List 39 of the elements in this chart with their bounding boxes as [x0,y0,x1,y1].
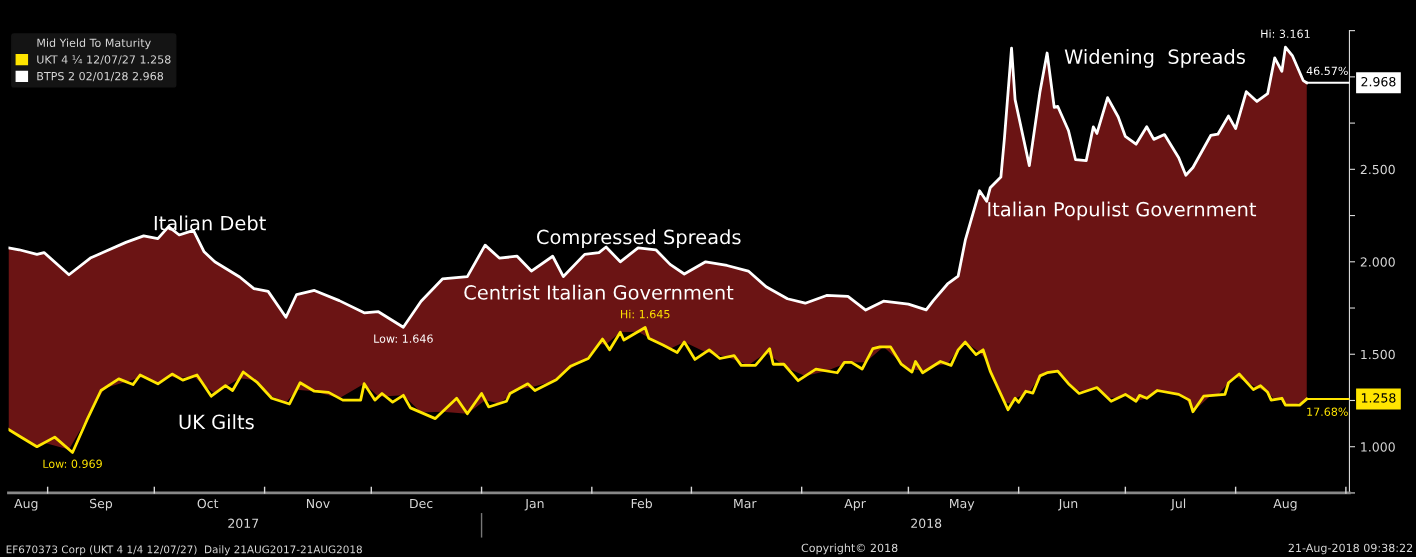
annotation: Italian Debt [154,215,266,231]
x-tick-label: Oct [197,498,219,509]
data-label: 1.258 [1361,393,1396,403]
legend-label: BTPS 2 02/01/28 2.968 [37,71,164,82]
text: 21-Aug-2018 09:38:22 [1288,543,1413,555]
annotation: Compressed Spreads [537,229,741,249]
x-tick-label: Nov [306,498,330,509]
annotation: Low: 0.969 [43,459,102,468]
legend-label: UKT 4 ¼ 12/07/27 1.258 [37,55,171,65]
x2-tick-label: 2017 [228,518,259,529]
annotation: Hi: 1.645 [621,309,670,319]
annotation: Low: 1.646 [374,334,433,343]
annotation: 46.57% [1306,66,1348,76]
legend-title: Mid Yield To Maturity [37,38,151,50]
y-tick-label: 2.500 [1360,164,1395,175]
text: Copyright© 2018 [801,543,898,555]
y-tick-label: 1.000 [1361,442,1395,452]
x-tick-label: May [950,498,975,511]
annotation: UK Gilts [179,414,254,430]
annotation: Italian Populist Government [988,201,1257,221]
x-tick-label: Dec [410,498,433,509]
x-tick-label: Jan [524,498,544,511]
x-tick-label: Aug [14,498,38,511]
x-tick-label: Apr [844,498,866,511]
annotation: Widening Spreads [1064,48,1245,68]
x-tick-label: Jul [1170,498,1186,511]
x-tick-label: Mar [734,498,757,509]
x-tick-label: Feb [631,498,652,509]
x-tick-label: Aug [1273,498,1297,511]
annotation: Centrist Italian Government [464,284,734,300]
y-tick-label: 2.000 [1360,257,1395,267]
x2-tick-label: 2018 [911,518,942,529]
text: EF670373 Corp (UKT 4 1/4 12/07/27) Daily 21AUG2017-21AUG2018 [6,545,362,556]
y-tick-label: 1.500 [1361,349,1395,360]
annotation: 17.68% [1307,407,1348,416]
x-tick-label: Sep [90,498,113,511]
annotation: Hi: 3.161 [1261,29,1310,38]
data-label: 2.968 [1361,76,1396,87]
x-tick-label: Jun [1058,498,1078,511]
